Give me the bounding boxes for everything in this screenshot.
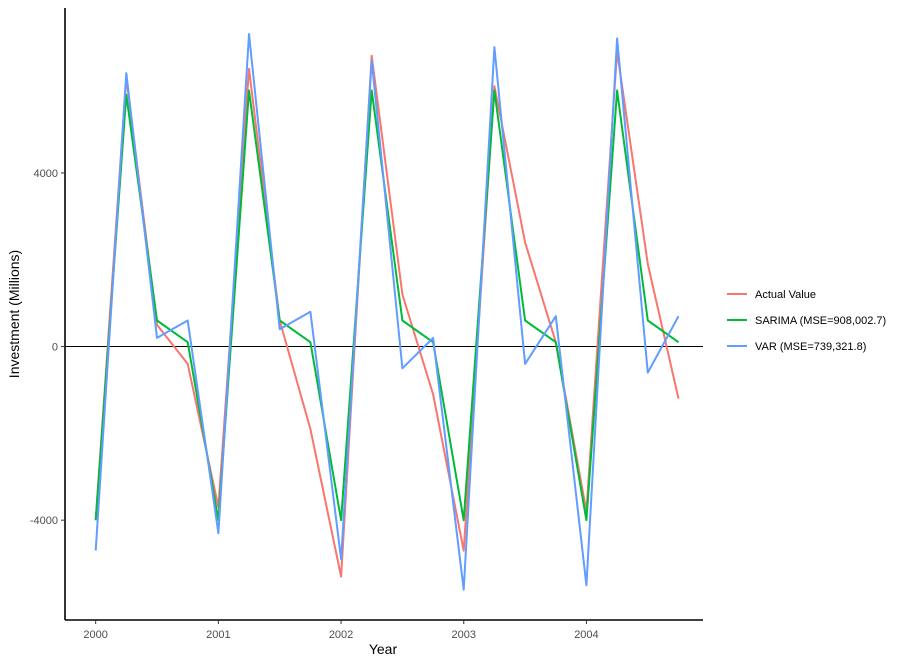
x-tick-label: 2003 xyxy=(452,629,476,641)
x-tick-label: 2002 xyxy=(329,629,353,641)
series-line-2 xyxy=(94,89,680,522)
tick-layer: 2000 2001 2002 2003 2004 -4000 0 4000 xyxy=(30,168,599,641)
series-line-3 xyxy=(94,33,680,591)
x-tick-label: 2004 xyxy=(574,629,598,641)
x-tick-label: 2000 xyxy=(83,629,107,641)
series-layer xyxy=(94,33,680,591)
y-tick-label: 0 xyxy=(52,342,58,354)
legend-label-3: VAR (MSE=739,321.8) xyxy=(755,341,866,353)
series-line-1 xyxy=(94,50,680,578)
y-axis-title: Investment (Millions) xyxy=(6,250,22,378)
x-tick-label: 2001 xyxy=(206,629,230,641)
legend: Actual Value SARIMA (MSE=908,002.7) VAR (M… xyxy=(727,289,886,353)
x-axis-title: Year xyxy=(369,641,398,657)
legend-label-2: SARIMA (MSE=908,002.7) xyxy=(755,315,886,327)
y-tick-label: 4000 xyxy=(34,168,58,180)
y-tick-label: -4000 xyxy=(30,515,58,527)
legend-label-1: Actual Value xyxy=(755,289,816,301)
